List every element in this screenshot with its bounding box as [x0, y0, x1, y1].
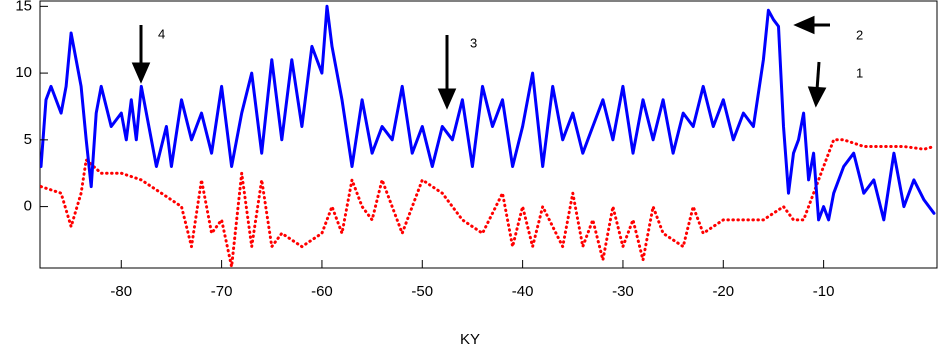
data-line [40, 138, 936, 268]
arrow-head [437, 88, 457, 110]
x-tick-label: -30 [612, 283, 634, 300]
arrow-head [807, 86, 827, 108]
annotation: 3 [470, 35, 477, 50]
x-tick-label: -40 [512, 283, 534, 300]
annotation: 4 [158, 26, 165, 41]
y-tick-label: 5 [24, 131, 32, 148]
arrow-head [131, 62, 151, 84]
x-tick-label: -60 [311, 283, 333, 300]
x-tick-label: -80 [110, 283, 132, 300]
y-tick-label: 0 [24, 198, 32, 215]
plot-frame [39, 0, 938, 269]
x-tick-label: -10 [813, 283, 835, 300]
x-tick-label: -20 [712, 283, 734, 300]
y-tick-label: 15 [15, 0, 32, 14]
arrow-head [793, 15, 815, 35]
data-line [40, 4, 936, 222]
x-tick-label: -70 [211, 283, 233, 300]
plot-area [40, 4, 936, 268]
annotation: 1 [856, 65, 863, 80]
x-axis-label: KY [460, 331, 480, 348]
annotation-arrows [131, 15, 830, 110]
annotation: 2 [856, 27, 863, 42]
y-tick-label: 10 [15, 64, 32, 81]
x-tick-label: -50 [411, 283, 433, 300]
arrow [815, 61, 821, 91]
